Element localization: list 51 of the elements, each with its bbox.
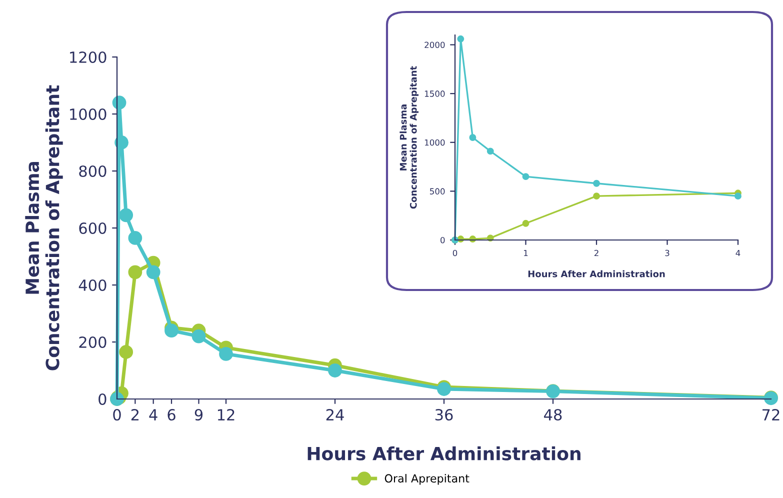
y-tick-label: 0: [440, 236, 445, 244]
point: [219, 347, 233, 361]
x-tick-label: 3: [665, 250, 670, 256]
point: [128, 265, 142, 280]
x-tick-label: 48: [544, 408, 562, 421]
x-tick-label: 4: [149, 409, 158, 420]
point: [522, 173, 530, 180]
point: [593, 180, 600, 187]
point: [128, 231, 142, 245]
point: [593, 192, 600, 200]
x-tick-label: 2: [594, 250, 598, 256]
x-tick-label: 36: [435, 408, 453, 421]
y-tick-label: 800: [79, 165, 106, 178]
legend-label: Oral Aprepitant: [384, 474, 470, 485]
x-tick-label: 2: [131, 408, 138, 420]
x-tick-label: 6: [168, 408, 176, 421]
point: [119, 208, 134, 222]
y-tick-label: 1200: [70, 51, 106, 64]
point: [119, 345, 134, 359]
x-tick-label: 72: [762, 408, 780, 420]
point: [146, 265, 160, 280]
point: [522, 220, 530, 227]
x-tick-label: 1: [524, 250, 528, 256]
y-tick-label: 0: [98, 393, 106, 406]
point: [734, 192, 742, 200]
x-tick-label: 0: [113, 408, 121, 421]
x-tick-label: 9: [194, 408, 203, 421]
x-tick-label: 0: [452, 250, 458, 256]
point: [114, 136, 128, 150]
point: [486, 148, 494, 155]
y-axis-title: Mean Plasma Concentration of Aprepitant: [25, 85, 63, 370]
x-tick-label: 4: [736, 250, 740, 256]
y-tick-label: 500: [430, 188, 445, 194]
y-tick-label: 400: [78, 279, 106, 292]
x-axis-title: Hours After Administration: [528, 270, 665, 278]
x-axis-title: Hours After Administration: [308, 446, 580, 460]
point: [164, 324, 178, 338]
y-tick-label: 2000: [424, 42, 445, 48]
y-tick-label: 1500: [424, 90, 445, 97]
x-tick-label: 24: [326, 408, 344, 420]
y-tick-label: 1000: [70, 108, 106, 120]
x-tick-label: 12: [218, 408, 234, 420]
point: [457, 35, 464, 42]
y-tick-label: 1000: [424, 139, 445, 146]
point: [192, 329, 206, 344]
y-tick-label: 600: [79, 222, 106, 234]
point: [469, 134, 476, 141]
point: [328, 364, 342, 378]
y-axis-title: Mean Plasma Concentration of Aprepitant: [400, 66, 419, 209]
y-tick-label: 200: [79, 336, 106, 348]
point: [112, 96, 126, 110]
